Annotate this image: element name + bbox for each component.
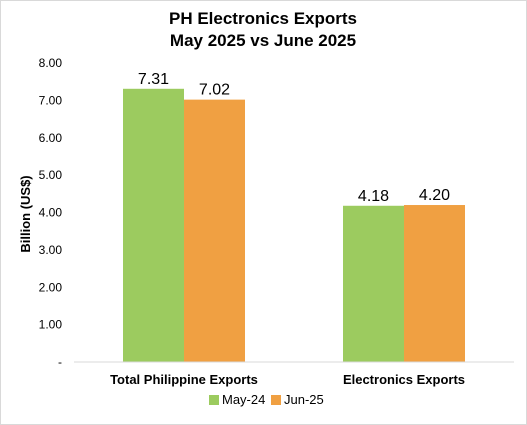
y-axis-label: Billion (US$) [18,175,33,252]
y-tick-label: 3.00 [39,243,63,257]
data-label: 7.31 [138,71,169,88]
data-label: 4.20 [419,187,450,204]
y-tick-label: 5.00 [39,168,63,182]
legend-label: Jun-25 [284,392,324,407]
x-category-label: Total Philippine Exports [110,372,258,387]
legend-label: May-24 [222,392,265,407]
legend-swatch-may-24 [209,395,219,405]
y-tick-label: 8.00 [39,56,63,70]
data-label: 7.02 [199,82,230,99]
chart-title: PH Electronics Exports [169,9,357,28]
legend-swatch-jun-25 [271,395,281,405]
y-tick-label: 4.00 [39,206,63,220]
bar-may-24-0 [123,88,184,362]
bar-may-24-1 [343,205,404,362]
y-tick-label: - [58,355,62,369]
y-tick-label: 1.00 [39,318,63,332]
bar-jun-25-1 [404,205,465,362]
chart-subtitle: May 2025 vs June 2025 [170,31,356,50]
data-label: 4.18 [358,188,389,205]
y-tick-label: 6.00 [39,131,63,145]
y-tick-label: 7.00 [39,93,63,107]
y-tick-label: 2.00 [39,280,63,294]
x-category-label: Electronics Exports [343,372,465,387]
bar-jun-25-0 [184,99,245,362]
